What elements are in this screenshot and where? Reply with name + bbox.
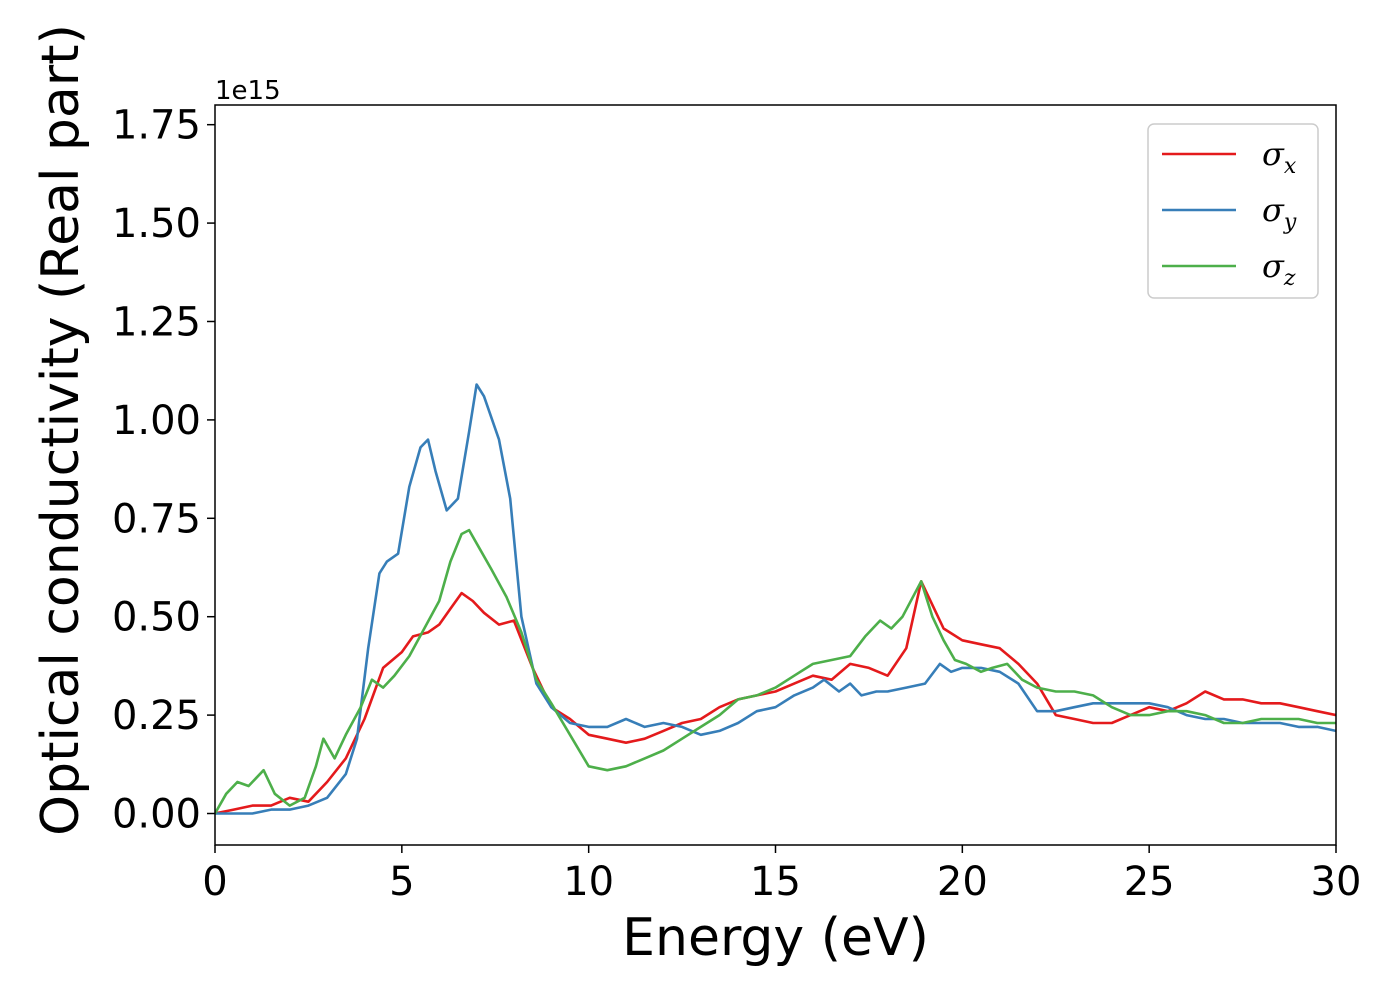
x-axis-title: Energy (eV) [622, 908, 929, 968]
y-offset-label: 1e15 [215, 76, 281, 106]
series-line-z [215, 528, 1336, 815]
y-tick-label: 1.00 [112, 398, 201, 444]
series-line-x [215, 579, 1336, 815]
x-tick-label: 15 [750, 859, 801, 905]
y-tick-label: 1.25 [112, 299, 201, 345]
x-axis: 0 5 10 15 20 25 30 [202, 845, 1361, 905]
x-tick-label: 30 [1311, 859, 1362, 905]
x-tick-label: 10 [563, 859, 614, 905]
legend-label-z: σz [1262, 247, 1296, 291]
y-tick-label: 0.00 [112, 792, 201, 838]
legend: σx σy σz [1147, 123, 1319, 299]
legend-label-x: σx [1262, 135, 1297, 179]
x-tick-label: 20 [937, 859, 988, 905]
y-axis-title: Optical conductivity (Real part) [31, 24, 91, 836]
series-line-y [215, 383, 1336, 815]
y-tick-label: 1.50 [112, 201, 201, 247]
x-tick-label: 0 [202, 859, 227, 905]
plot-area [215, 383, 1336, 815]
x-tick-label: 5 [389, 859, 414, 905]
x-tick-label: 25 [1124, 859, 1175, 905]
legend-label-y: σy [1262, 191, 1297, 235]
y-axis: 0.00 0.25 0.50 0.75 1.00 1.25 1.50 1.75 [112, 103, 215, 838]
y-tick-label: 0.50 [112, 595, 201, 641]
y-tick-label: 0.25 [112, 693, 201, 739]
y-tick-label: 1.75 [112, 103, 201, 149]
y-tick-label: 0.75 [112, 496, 201, 542]
